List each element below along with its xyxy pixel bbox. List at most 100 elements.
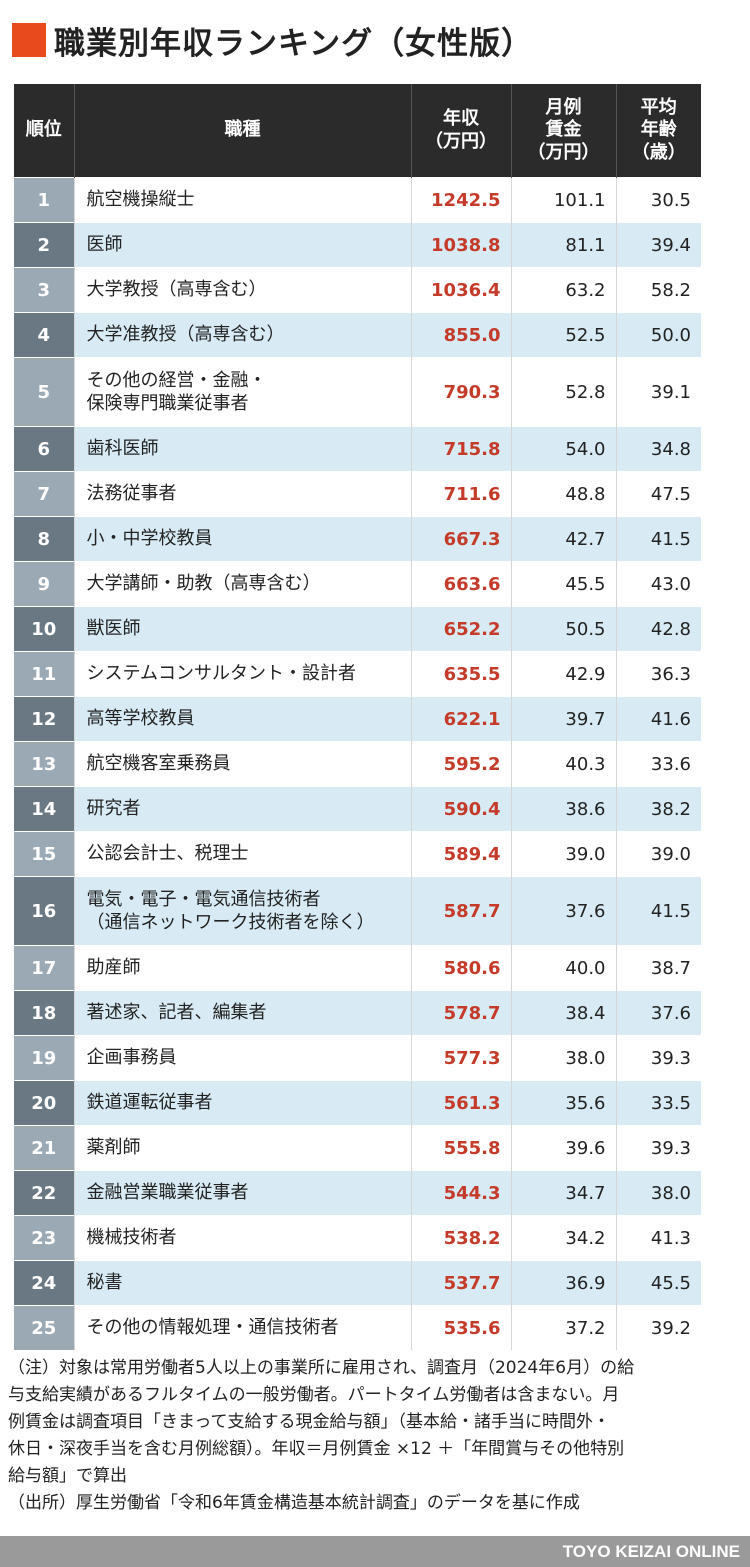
table-row: 6 歯科医師 715.8 54.0 34.8 [14, 426, 701, 472]
footnote-line: 給与額」で算出 [8, 1466, 127, 1486]
job-name-line: 研究者 [86, 798, 141, 820]
rank-cell: 20 [14, 1080, 74, 1126]
average-age-cell: 38.7 [615, 945, 701, 991]
table-row: 1 航空機操縦士 1242.5 101.1 30.5 [14, 177, 701, 223]
job-name-line: 公認会計士、税理士 [86, 843, 249, 865]
monthly-wage-cell: 52.8 [510, 357, 616, 427]
job-name-line: 医師 [86, 234, 123, 256]
job-name-line: 大学講師・助教（高専含む） [86, 573, 321, 595]
annual-salary-cell: 635.5 [410, 651, 511, 697]
annual-salary-cell: 855.0 [410, 312, 511, 358]
job-cell: 高等学校教員 [73, 696, 411, 742]
job-name-line: 電気・電子・電気通信技術者 [86, 888, 321, 910]
table-row: 14 研究者 590.4 38.6 38.2 [14, 786, 701, 832]
average-age-cell: 58.2 [615, 267, 701, 313]
annual-salary-cell: 590.4 [410, 786, 511, 832]
job-cell: 薬剤師 [73, 1125, 411, 1171]
header-rank: 順位 [14, 84, 74, 178]
table-row: 13 航空機客室乗務員 595.2 40.3 33.6 [14, 741, 701, 787]
average-age-cell: 37.6 [615, 990, 701, 1036]
job-cell: 助産師 [73, 945, 411, 991]
table-row: 25 その他の情報処理・通信技術者 535.6 37.2 39.2 [14, 1305, 701, 1350]
job-cell: 法務従事者 [73, 471, 411, 517]
job-cell: 金融営業職業従事者 [73, 1170, 411, 1216]
job-name-line: 金融営業職業従事者 [86, 1182, 249, 1204]
average-age-cell: 41.3 [615, 1215, 701, 1261]
job-name-line: 保険専門職業従事者 [86, 393, 249, 414]
table-row: 22 金融営業職業従事者 544.3 34.7 38.0 [14, 1170, 701, 1216]
job-name-line: 法務従事者 [86, 483, 177, 505]
table-row: 10 獣医師 652.2 50.5 42.8 [14, 606, 701, 652]
average-age-cell: 38.2 [615, 786, 701, 832]
monthly-wage-cell: 45.5 [510, 561, 616, 607]
monthly-wage-cell: 34.7 [510, 1170, 616, 1216]
rank-cell: 11 [14, 651, 74, 697]
job-cell: 機械技術者 [73, 1215, 411, 1261]
table-row: 23 機械技術者 538.2 34.2 41.3 [14, 1215, 701, 1261]
average-age-cell: 38.0 [615, 1170, 701, 1216]
job-cell: 秘書 [73, 1260, 411, 1306]
monthly-wage-cell: 50.5 [510, 606, 616, 652]
table-row: 3 大学教授（高専含む） 1036.4 63.2 58.2 [14, 267, 701, 313]
annual-salary-cell: 577.3 [410, 1035, 511, 1081]
table-row: 8 小・中学校教員 667.3 42.7 41.5 [14, 516, 701, 562]
job-cell: 著述家、記者、編集者 [73, 990, 411, 1036]
annual-salary-cell: 667.3 [410, 516, 511, 562]
job-name-line: 高等学校教員 [86, 708, 195, 730]
monthly-wage-cell: 38.6 [510, 786, 616, 832]
monthly-wage-cell: 39.7 [510, 696, 616, 742]
table-row: 20 鉄道運転従事者 561.3 35.6 33.5 [14, 1080, 701, 1126]
average-age-cell: 34.8 [615, 426, 701, 472]
header-age-line1: 平均 [640, 96, 677, 118]
monthly-wage-cell: 38.0 [510, 1035, 616, 1081]
title-square-mark [12, 23, 46, 57]
average-age-cell: 41.5 [615, 876, 701, 946]
table-body: 1 航空機操縦士 1242.5 101.1 30.5 2 医師 1038.8 81.1 39.4 3… [14, 177, 701, 1350]
average-age-cell: 39.0 [615, 831, 701, 877]
table-row: 2 医師 1038.8 81.1 39.4 [14, 222, 701, 268]
rank-cell: 12 [14, 696, 74, 742]
job-cell: 医師 [73, 222, 411, 268]
monthly-wage-cell: 35.6 [510, 1080, 616, 1126]
average-age-cell: 39.3 [615, 1125, 701, 1171]
header-job: 職種 [73, 84, 411, 178]
job-cell: 航空機客室乗務員 [73, 741, 411, 787]
job-name-line: 著述家、記者、編集者 [86, 1002, 267, 1024]
monthly-wage-cell: 38.4 [510, 990, 616, 1036]
table-row: 24 秘書 537.7 36.9 45.5 [14, 1260, 701, 1306]
average-age-cell: 42.8 [615, 606, 701, 652]
table-row: 18 著述家、記者、編集者 578.7 38.4 37.6 [14, 990, 701, 1036]
job-name-line: 航空機客室乗務員 [86, 753, 231, 775]
monthly-wage-cell: 63.2 [510, 267, 616, 313]
table-row: 7 法務従事者 711.6 48.8 47.5 [14, 471, 701, 517]
header-age-unit: （歳） [631, 141, 686, 163]
job-name-line: 獣医師 [86, 618, 141, 640]
annual-salary-cell: 715.8 [410, 426, 511, 472]
rank-cell: 24 [14, 1260, 74, 1306]
rank-cell: 2 [14, 222, 74, 268]
average-age-cell: 36.3 [615, 651, 701, 697]
annual-salary-cell: 537.7 [410, 1260, 511, 1306]
job-name-line: 歯科医師 [86, 438, 159, 460]
job-name-line: その他の経営・金融・ [86, 369, 267, 391]
header-salary-line: 年収 [443, 108, 479, 129]
table-row: 15 公認会計士、税理士 589.4 39.0 39.0 [14, 831, 701, 877]
job-name-line: 薬剤師 [86, 1137, 141, 1159]
annual-salary-cell: 711.6 [410, 471, 511, 517]
table-row: 12 高等学校教員 622.1 39.7 41.6 [14, 696, 701, 742]
header-monthly-line2: 賃金 [545, 119, 582, 141]
job-cell: その他の経営・金融・ 保険専門職業従事者 [73, 357, 411, 427]
rank-cell: 13 [14, 741, 74, 787]
rank-cell: 17 [14, 945, 74, 991]
rank-cell: 23 [14, 1215, 74, 1261]
page-title: 職業別年収ランキング（女性版） [54, 25, 534, 62]
monthly-wage-cell: 42.9 [510, 651, 616, 697]
job-cell: 大学教授（高専含む） [73, 267, 411, 313]
annual-salary-cell: 595.2 [410, 741, 511, 787]
average-age-cell: 50.0 [615, 312, 701, 358]
annual-salary-cell: 589.4 [410, 831, 511, 877]
average-age-cell: 39.3 [615, 1035, 701, 1081]
monthly-wage-cell: 52.5 [510, 312, 616, 358]
header-monthly-unit: （万円） [527, 141, 600, 163]
footnote-line: 与支給実績があるフルタイムの一般労働者。パートタイム労働者は含まない。月 [8, 1385, 620, 1405]
